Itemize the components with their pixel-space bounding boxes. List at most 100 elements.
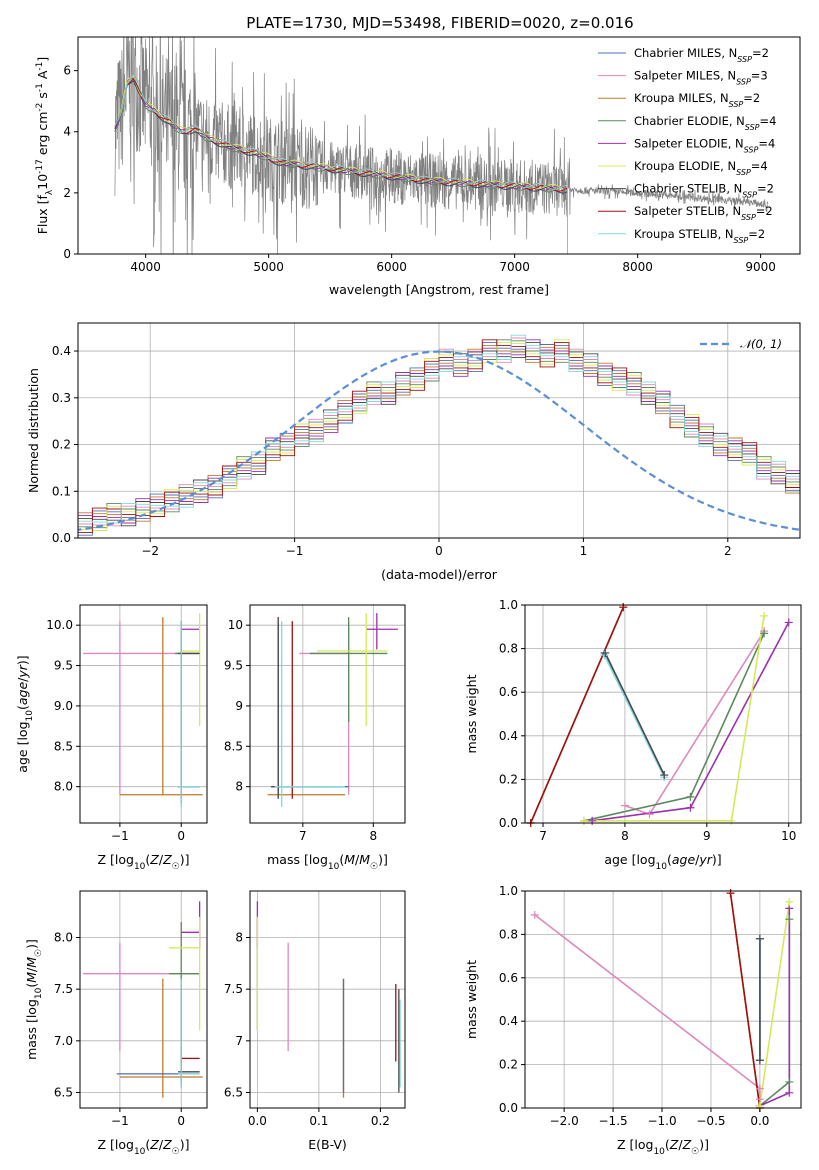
weight-line-5	[583, 632, 765, 822]
y-tick-label: 0.6	[499, 971, 518, 985]
weight-marker	[760, 611, 769, 620]
y-tick-label: 0.0	[499, 1101, 518, 1115]
weight-marker	[785, 915, 794, 924]
x-tick-label: 0	[177, 1114, 185, 1128]
y-tick-label: 7.5	[54, 982, 73, 996]
x-tick-label: −2.0	[550, 1114, 579, 1128]
plot-area-spectrum	[114, 37, 769, 254]
model-line-5	[114, 75, 568, 254]
legend: Chabrier MILES, NSSP=2 Salpeter MILES, NS…	[598, 46, 776, 244]
y-tick-label: 1.0	[499, 884, 518, 898]
x-tick-label: 0.0	[750, 1114, 769, 1128]
x-axis-label: age [log10(age/yr)]	[604, 852, 721, 872]
weight-marker	[619, 603, 628, 612]
y-axis-label: Flux [fλ10-17 erg cm-2 s-1 A-1]	[35, 57, 55, 235]
y-tick-label: 0.4	[499, 729, 518, 743]
y-axis-label: age [log10(age/yr)]	[15, 655, 35, 772]
x-axis-label: Z [log10(Z/Z☉)]	[97, 852, 189, 872]
y-tick-label: 0.2	[499, 772, 518, 786]
weight-marker	[755, 934, 764, 943]
axes-frame	[249, 604, 406, 824]
x-tick-label: 0.0	[248, 1114, 267, 1128]
residual-hist-8	[78, 334, 800, 524]
x-tick-label: 8000	[622, 260, 653, 274]
x-tick-label: 5000	[253, 260, 284, 274]
y-tick-label: 10.0	[46, 618, 73, 632]
y-tick-label: 0.2	[499, 1058, 518, 1072]
legend-entry: Salpeter STELIB, NSSP=2	[634, 204, 773, 222]
weight-marker	[686, 803, 695, 812]
y-axis-label: mass [log10(M/M☉)]	[24, 939, 44, 1060]
y-tick-label: 0.1	[52, 484, 71, 498]
weight-marker	[760, 629, 769, 638]
y-tick-label: 8	[235, 780, 243, 794]
axes-frame	[249, 890, 406, 1109]
x-axis-label: wavelength [Angstrom, rest frame]	[329, 282, 549, 297]
model-line-7	[114, 77, 568, 254]
legend-entry: 𝒩(0, 1)	[740, 337, 782, 351]
axes-residuals: −2 −1 0 1 2 0.0 0.1 0.2 0.3 0.4 (data-model)/error…	[26, 322, 801, 582]
y-tick-label: 0.2	[52, 438, 71, 452]
plot-area-residuals	[78, 323, 800, 538]
x-tick-label: −1.5	[599, 1114, 628, 1128]
weight-marker	[784, 618, 793, 627]
x-tick-label: 0	[435, 544, 443, 558]
weight-line-8	[529, 606, 625, 823]
y-tick-label: 1.0	[499, 598, 518, 612]
y-tick-label: 0.0	[52, 531, 71, 545]
y-axis-label: Normed distribution	[26, 368, 41, 493]
x-axis-label: E(B-V)	[308, 1137, 347, 1152]
y-tick-label: 9.5	[54, 659, 73, 673]
axes-frame	[79, 604, 208, 824]
y-tick-label: 8.0	[54, 780, 73, 794]
axes-frame	[524, 604, 802, 824]
spectrum-data-line	[114, 37, 769, 254]
x-tick-label: 7	[299, 829, 307, 843]
weight-line-8	[759, 901, 791, 1106]
x-tick-label: −0.5	[696, 1114, 725, 1128]
x-tick-label: −2	[141, 544, 159, 558]
residual-hist-2	[78, 344, 800, 522]
weight-marker	[726, 889, 735, 898]
axes-frame	[79, 890, 208, 1109]
model-line-8	[114, 73, 568, 254]
x-tick-label: 10	[781, 829, 796, 843]
axes-mass-vs-EBV: 0.0 0.1 0.2 6.5 7 7.5 8 E(B-V)	[224, 890, 406, 1152]
weight-marker	[579, 816, 588, 825]
y-tick-label: 7.0	[54, 1034, 73, 1048]
axes-massweight-vs-Z: −2.0 −1.5 −1.0 −0.5 0.0 0.0 0.2 0.4 0.6 0.8 1.0 Z […	[464, 884, 802, 1157]
weight-marker	[727, 816, 736, 825]
legend-entry: Kroupa ELODIE, NSSP=4	[634, 159, 768, 177]
y-tick-label: 0.4	[499, 1014, 518, 1028]
y-tick-label: 0.0	[499, 816, 518, 830]
y-axis-label: mass weight	[464, 674, 479, 753]
y-tick-label: 6.5	[224, 1086, 243, 1100]
plot-area-age-vs-mass	[250, 605, 405, 823]
y-tick-label: 7	[235, 1034, 243, 1048]
x-axis-label: Z [log10(Z/Z☉)]	[97, 1137, 189, 1157]
x-tick-label: 8	[621, 829, 629, 843]
y-tick-label: 9	[235, 699, 243, 713]
plot-area-mass-vs-EBV	[250, 891, 405, 1108]
x-tick-label: 8	[369, 829, 377, 843]
gaussian-curve	[78, 350, 800, 531]
y-tick-label: 10	[228, 618, 243, 632]
x-tick-label: 0	[177, 829, 185, 843]
axes-frame	[77, 36, 801, 255]
y-tick-label: 6	[63, 64, 71, 78]
weight-line-2	[603, 654, 665, 778]
axes-frame	[524, 890, 802, 1109]
plot-area-mass-vs-Z	[80, 891, 207, 1108]
weight-line-0	[534, 914, 761, 1100]
y-tick-label: 2	[63, 186, 71, 200]
x-tick-label: 4000	[130, 260, 161, 274]
weight-marker	[645, 810, 654, 819]
x-tick-label: 1	[580, 544, 588, 558]
axes-massweight-vs-age: 7 8 9 10 0.0 0.2 0.4 0.6 0.8 1.0 age [log10(age/yr…	[464, 598, 802, 872]
weight-marker	[530, 910, 539, 919]
x-tick-label: 0.2	[371, 1114, 390, 1128]
weight-marker	[785, 1077, 794, 1086]
y-axis-label: mass weight	[464, 960, 479, 1039]
legend-entry: Kroupa MILES, NSSP=2	[634, 91, 760, 109]
